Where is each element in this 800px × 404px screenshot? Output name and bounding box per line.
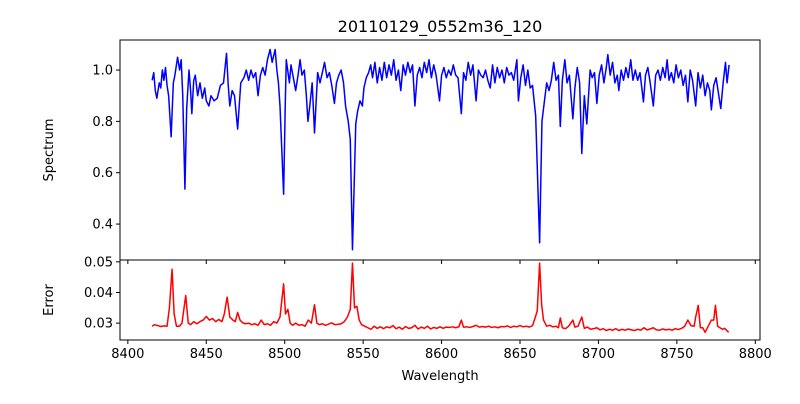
- error-xtick-label: 8400: [111, 347, 144, 362]
- error-axes-frame: [119, 259, 761, 341]
- error-ytick-label: 0.05: [84, 255, 113, 270]
- spectrum-series-line: [151, 48, 730, 251]
- x-axis-label: Wavelength: [401, 369, 478, 384]
- spectrum-ylabel: Spectrum: [42, 119, 57, 182]
- spectrum-ytick-label: 0.4: [92, 218, 113, 233]
- error-xtick-label: 8600: [425, 347, 458, 362]
- spectrum-ytick-label: 0.8: [92, 115, 113, 130]
- error-xtick-label: 8550: [347, 347, 380, 362]
- error-xtick-label: 8700: [582, 347, 615, 362]
- error-xtick-label: 8800: [739, 347, 772, 362]
- error-xtick-label: 8500: [268, 347, 301, 362]
- spectrum-ytick-label: 0.6: [92, 166, 113, 181]
- error-xtick-label: 8650: [503, 347, 536, 362]
- error-ytick-label: 0.04: [84, 286, 113, 301]
- error-ylabel: Error: [42, 284, 57, 316]
- spectrum-ytick-label: 1.0: [92, 64, 113, 79]
- error-ytick-label: 0.03: [84, 317, 113, 332]
- error-series-line: [151, 262, 730, 334]
- error-xtick-label: 8450: [190, 347, 223, 362]
- error-xtick-label: 8750: [660, 347, 693, 362]
- chart-title: 20110129_0552m36_120: [338, 17, 543, 37]
